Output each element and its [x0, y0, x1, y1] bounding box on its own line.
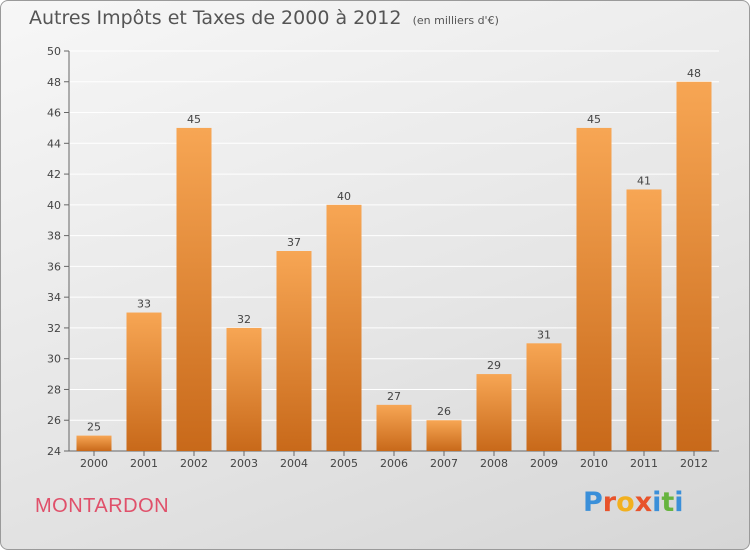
proxiti-logo: Proxiti [583, 487, 684, 518]
bar-value-label: 33 [137, 298, 151, 311]
y-tick-label: 42 [47, 168, 61, 181]
bar-value-label: 37 [287, 236, 301, 249]
y-tick-label: 46 [47, 107, 61, 120]
logo-letter: i [674, 487, 684, 518]
bar-value-label: 32 [237, 313, 251, 326]
logo-letter: t [661, 487, 675, 518]
bar [476, 374, 512, 451]
bar-value-label: 26 [437, 405, 451, 418]
y-tick-label: 38 [47, 230, 61, 243]
logo-letter: i [652, 487, 662, 518]
x-tick-label: 2008 [480, 457, 508, 470]
chart-title: Autres Impôts et Taxes de 2000 à 2012 (e… [29, 7, 499, 29]
y-tick-label: 32 [47, 322, 61, 335]
y-tick-label: 28 [47, 383, 61, 396]
bar [76, 435, 112, 451]
y-tick-label: 48 [47, 76, 61, 89]
commune-name: MONTARDON [35, 495, 170, 517]
bar [626, 189, 662, 451]
logo-letter: o [616, 487, 635, 518]
logo-letter: x [634, 487, 653, 518]
y-tick-label: 34 [47, 291, 61, 304]
bar-value-label: 40 [337, 190, 351, 203]
logo-letter: P [583, 487, 603, 518]
bar-value-label: 45 [587, 113, 601, 126]
y-tick-label: 36 [47, 260, 61, 273]
bar-value-label: 29 [487, 359, 501, 372]
x-tick-label: 2002 [180, 457, 208, 470]
x-tick-label: 2005 [330, 457, 358, 470]
x-tick-label: 2010 [580, 457, 608, 470]
logo-letter: r [602, 487, 617, 518]
x-tick-label: 2009 [530, 457, 558, 470]
x-tick-label: 2001 [130, 457, 158, 470]
bar [226, 327, 262, 451]
chart-title-text: Autres Impôts et Taxes de 2000 à 2012 [29, 7, 402, 29]
bar [426, 420, 462, 451]
y-tick-label: 24 [47, 445, 61, 458]
y-tick-label: 44 [47, 137, 61, 150]
chart-unit-text: (en milliers d'€) [412, 14, 499, 27]
bar [326, 204, 362, 451]
x-tick-label: 2004 [280, 457, 308, 470]
bar [126, 312, 162, 451]
bar-value-label: 48 [687, 67, 701, 80]
x-tick-label: 2007 [430, 457, 458, 470]
bar [676, 81, 712, 452]
x-tick-label: 2003 [230, 457, 258, 470]
bar-value-label: 45 [187, 113, 201, 126]
bar [276, 251, 312, 451]
bar-value-label: 25 [87, 421, 101, 434]
bar [576, 127, 612, 451]
bar-value-label: 31 [537, 328, 551, 341]
bar [526, 343, 562, 451]
bar [176, 127, 212, 451]
bar-value-label: 27 [387, 390, 401, 403]
x-tick-label: 2011 [630, 457, 658, 470]
y-tick-label: 40 [47, 199, 61, 212]
x-tick-label: 2006 [380, 457, 408, 470]
x-tick-label: 2012 [680, 457, 708, 470]
bar-value-label: 41 [637, 174, 651, 187]
bar [376, 404, 412, 451]
y-tick-label: 50 [47, 45, 61, 58]
y-tick-label: 26 [47, 414, 61, 427]
y-tick-label: 30 [47, 353, 61, 366]
x-tick-label: 2000 [80, 457, 108, 470]
